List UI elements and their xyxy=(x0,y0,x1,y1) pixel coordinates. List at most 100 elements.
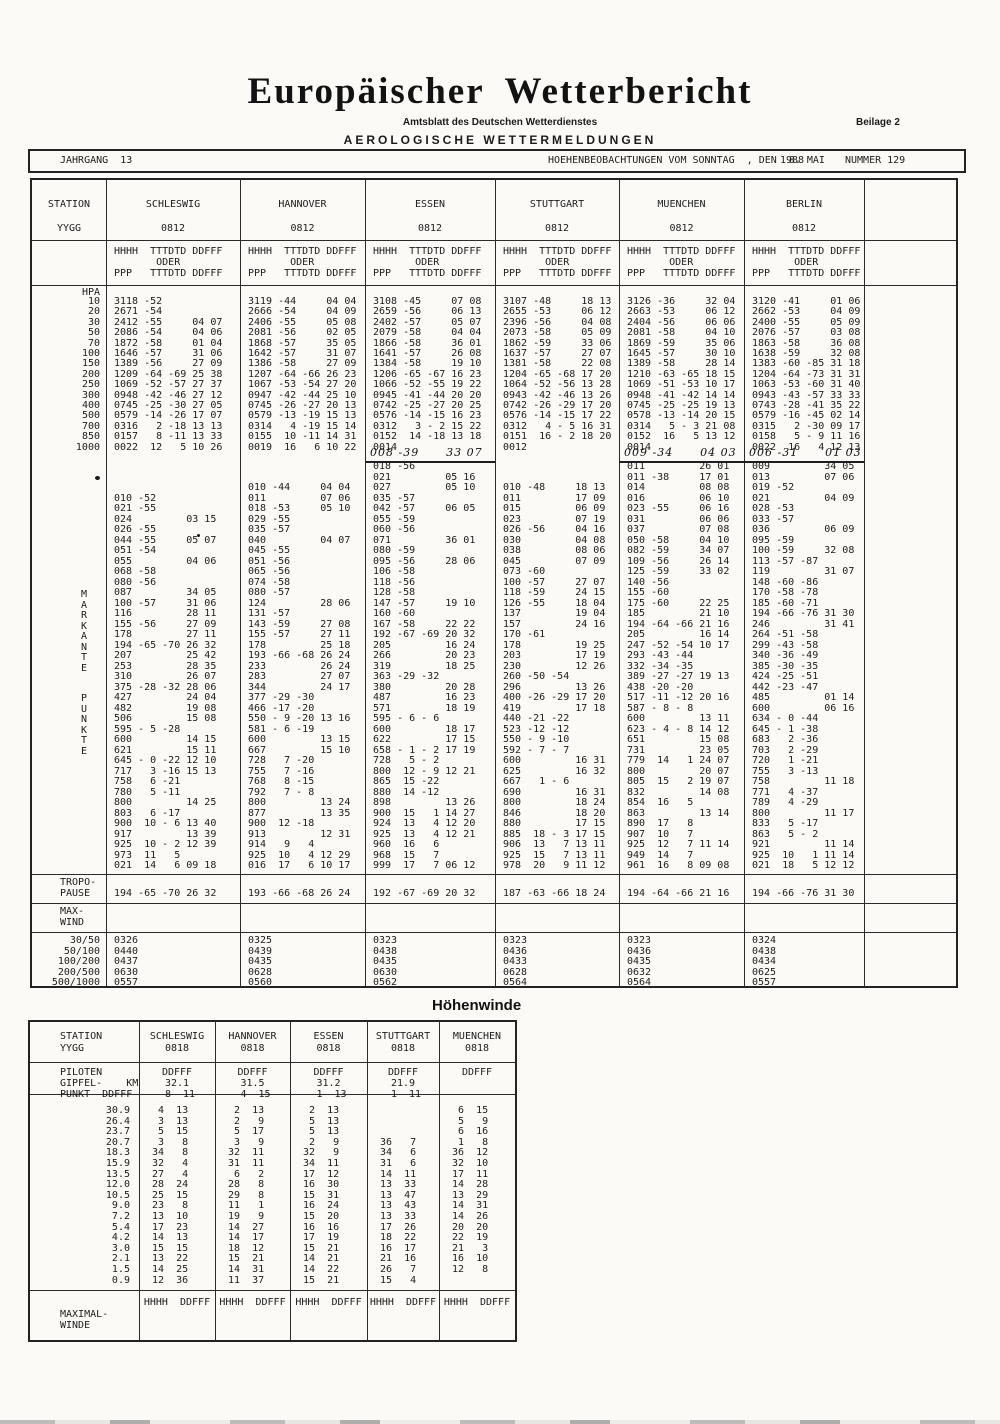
column-header: HHHH TTTDTD DDFFF ODER PPP TTTDTD DDFFF xyxy=(248,246,357,279)
maxwind-data: 0323 0436 0433 0628 0564 xyxy=(503,935,528,988)
maxwind-data: 0323 0436 0435 0632 0564 xyxy=(627,935,652,988)
wind-profile-data: 6 15 5 9 6 16 1 8 36 12 32 10 17 11 14 2… xyxy=(452,1105,489,1275)
standard-levels-data: 3107 -48 18 13 2655 -53 06 12 2396 -56 0… xyxy=(503,296,612,453)
ddfff-header: DDFFF xyxy=(313,1067,344,1078)
handwritten-surface-entry: 008 -39 33 07 xyxy=(370,446,483,459)
row-divider xyxy=(32,903,956,905)
column-header: HHHH TTTDTD DDFFF ODER PPP TTTDTD DDFFF xyxy=(114,246,223,279)
standard-levels-data: 3120 -41 01 06 2662 -53 04 09 2400 -55 0… xyxy=(752,296,861,453)
hoehenwinde-table: STATION YYGG PILOTEN GIPFEL- KM PUNKT DD… xyxy=(28,1020,517,1342)
issue-info-bar: JAHRGANG 13 HOEHENBEOBACHTUNGEN VOM SONN… xyxy=(28,149,966,173)
significant-levels-data: 018 -56 021 05 16 027 05 10 035 -57 042 … xyxy=(373,461,476,871)
standard-levels-data: 3108 -45 07 08 2659 -56 06 13 2402 -57 0… xyxy=(373,296,482,453)
maximal-winde-header: HHHH DDFFF xyxy=(443,1297,511,1308)
column-divider xyxy=(106,180,108,986)
station-name: HANNOVER xyxy=(228,1031,277,1042)
significant-levels-data: 011 26 01 011 -38 17 01 014 08 08 016 06… xyxy=(627,461,730,871)
handwritten-surface-entry: 006 -31 01 03 xyxy=(749,446,862,459)
punkt-value: 1 13 xyxy=(310,1089,347,1100)
station-name: HANNOVER xyxy=(278,199,327,210)
column-header: HHHH TTTDTD DDFFF ODER PPP TTTDTD DDFFF xyxy=(373,246,482,279)
maxwind-layer-labels: 30/50 50/100 100/200 200/500 500/1000 xyxy=(51,935,100,988)
tropopause-data: 194 -64 -66 21 16 xyxy=(627,888,730,899)
column-header: HHHH TTTDTD DDFFF ODER PPP TTTDTD DDFFF xyxy=(627,246,736,279)
station-yygg: 0812 xyxy=(791,223,817,234)
tropopause-data: 194 -66 -76 31 30 xyxy=(752,888,855,899)
station-yygg: 0818 xyxy=(390,1043,416,1054)
tropopause-data: 194 -65 -70 26 32 xyxy=(114,888,217,899)
station-yygg: 0812 xyxy=(669,223,694,234)
column-divider xyxy=(240,180,242,986)
column-divider xyxy=(139,1022,141,1340)
maximal-winde-header: HHHH DDFFF xyxy=(219,1297,286,1308)
column-divider xyxy=(365,180,367,986)
ddfff-header: DDFFF xyxy=(461,1067,493,1078)
column-divider xyxy=(744,180,746,986)
ddfff-header: DDFFF xyxy=(237,1067,268,1078)
station-name: ESSEN xyxy=(414,199,446,210)
station-name: BERLIN xyxy=(785,199,823,210)
wind-profile-data: 36 7 34 6 31 6 14 11 13 33 13 47 13 43 1… xyxy=(380,1136,417,1286)
station-yygg: 0812 xyxy=(290,223,315,234)
column-divider xyxy=(619,180,621,986)
yygg-column-label: YYGG xyxy=(56,223,82,234)
hoehenwinde-title: Höhenwinde xyxy=(432,997,522,1014)
punkte-vertical-label: P U N K T E xyxy=(80,693,88,757)
station-yygg: 0818 xyxy=(164,1043,190,1054)
column-divider xyxy=(367,1022,369,1340)
wind-profile-data: 4 13 3 13 5 15 3 8 34 8 32 4 27 4 28 24 … xyxy=(152,1105,189,1286)
punkt-value: 8 11 xyxy=(158,1089,196,1100)
station-name: SCHLESWIG xyxy=(145,199,201,210)
punkt-value: 1 11 xyxy=(384,1089,422,1100)
maximal-winde-label-line1: MAXIMAL- xyxy=(60,1309,109,1320)
column-divider xyxy=(215,1022,217,1340)
markante-vertical-label: M A R K A N T E xyxy=(80,589,88,674)
beilage-label: Beilage 2 xyxy=(856,117,900,128)
station-name: ESSEN xyxy=(313,1031,344,1042)
column-header: HHHH TTTDTD DDFFF ODER PPP TTTDTD DDFFF xyxy=(752,246,861,279)
punkt-value: 4 15 xyxy=(234,1089,271,1100)
station-yygg: 0818 xyxy=(464,1043,490,1054)
station-yygg: 0818 xyxy=(316,1043,341,1054)
gipfel-value: 21.9 xyxy=(390,1078,416,1089)
handwritten-surface-entry: 009 -34 04 03 xyxy=(624,446,737,459)
column-divider xyxy=(864,180,866,986)
nummer-label: NUMMER 129 xyxy=(845,155,906,166)
station-name: MUENCHEN xyxy=(657,199,706,210)
wind-profile-data: 2 13 5 13 5 13 2 9 32 9 34 11 17 12 16 3… xyxy=(303,1105,340,1286)
standard-levels-data: 3119 -44 04 04 2666 -54 04 09 2406 -55 0… xyxy=(248,296,357,453)
maximal-winde-label-line2: WINDE xyxy=(60,1320,91,1331)
row-divider xyxy=(30,1062,515,1064)
standard-levels-data: 3126 -36 32 04 2663 -53 06 12 2404 -56 0… xyxy=(627,296,736,453)
maxwind-label-line1: MAX- xyxy=(60,906,85,917)
ink-dot xyxy=(197,534,200,537)
handwritten-underline xyxy=(744,461,864,463)
gipfel-value: 31.5 xyxy=(240,1078,265,1089)
pressure-levels: 10 20 30 50 70 100 150 200 250 300 400 5… xyxy=(75,296,100,453)
scan-artifact xyxy=(0,1420,1000,1424)
hpa-label: HPA xyxy=(81,287,100,298)
tropopause-data: 192 -67 -69 20 32 xyxy=(373,888,476,899)
column-divider xyxy=(439,1022,441,1340)
row-divider xyxy=(30,1094,515,1096)
station-yygg: 0812 xyxy=(417,223,443,234)
maxwind-data: 0324 0438 0434 0625 0557 xyxy=(752,935,777,988)
column-divider xyxy=(495,180,497,986)
handwritten-underline xyxy=(619,461,744,463)
maxwind-data: 0325 0439 0435 0628 0560 xyxy=(248,935,273,988)
year-label: 1988 xyxy=(780,155,805,166)
tropopause-data: 187 -63 -66 18 24 xyxy=(503,888,606,899)
maximal-winde-header: HHHH DDFFF xyxy=(369,1297,437,1308)
gipfel-value: 32.1 xyxy=(164,1078,190,1089)
maxwind-label-line2: WIND xyxy=(60,917,85,928)
standard-levels-data: 3118 -52 2671 -54 2412 -55 04 07 2086 -5… xyxy=(114,296,223,453)
station-column-label: STATION xyxy=(60,1031,103,1042)
row-divider xyxy=(30,1290,515,1292)
row-divider xyxy=(32,285,956,287)
ddfff-header: DDFFF xyxy=(161,1067,193,1078)
page-title: Europäischer Wetterbericht xyxy=(247,71,753,112)
row-divider xyxy=(32,240,956,242)
station-name: STUTTGART xyxy=(375,1031,431,1042)
section-title: AEROLOGISCHE WETTERMELDUNGEN xyxy=(343,133,657,147)
station-name: SCHLESWIG xyxy=(149,1031,205,1042)
